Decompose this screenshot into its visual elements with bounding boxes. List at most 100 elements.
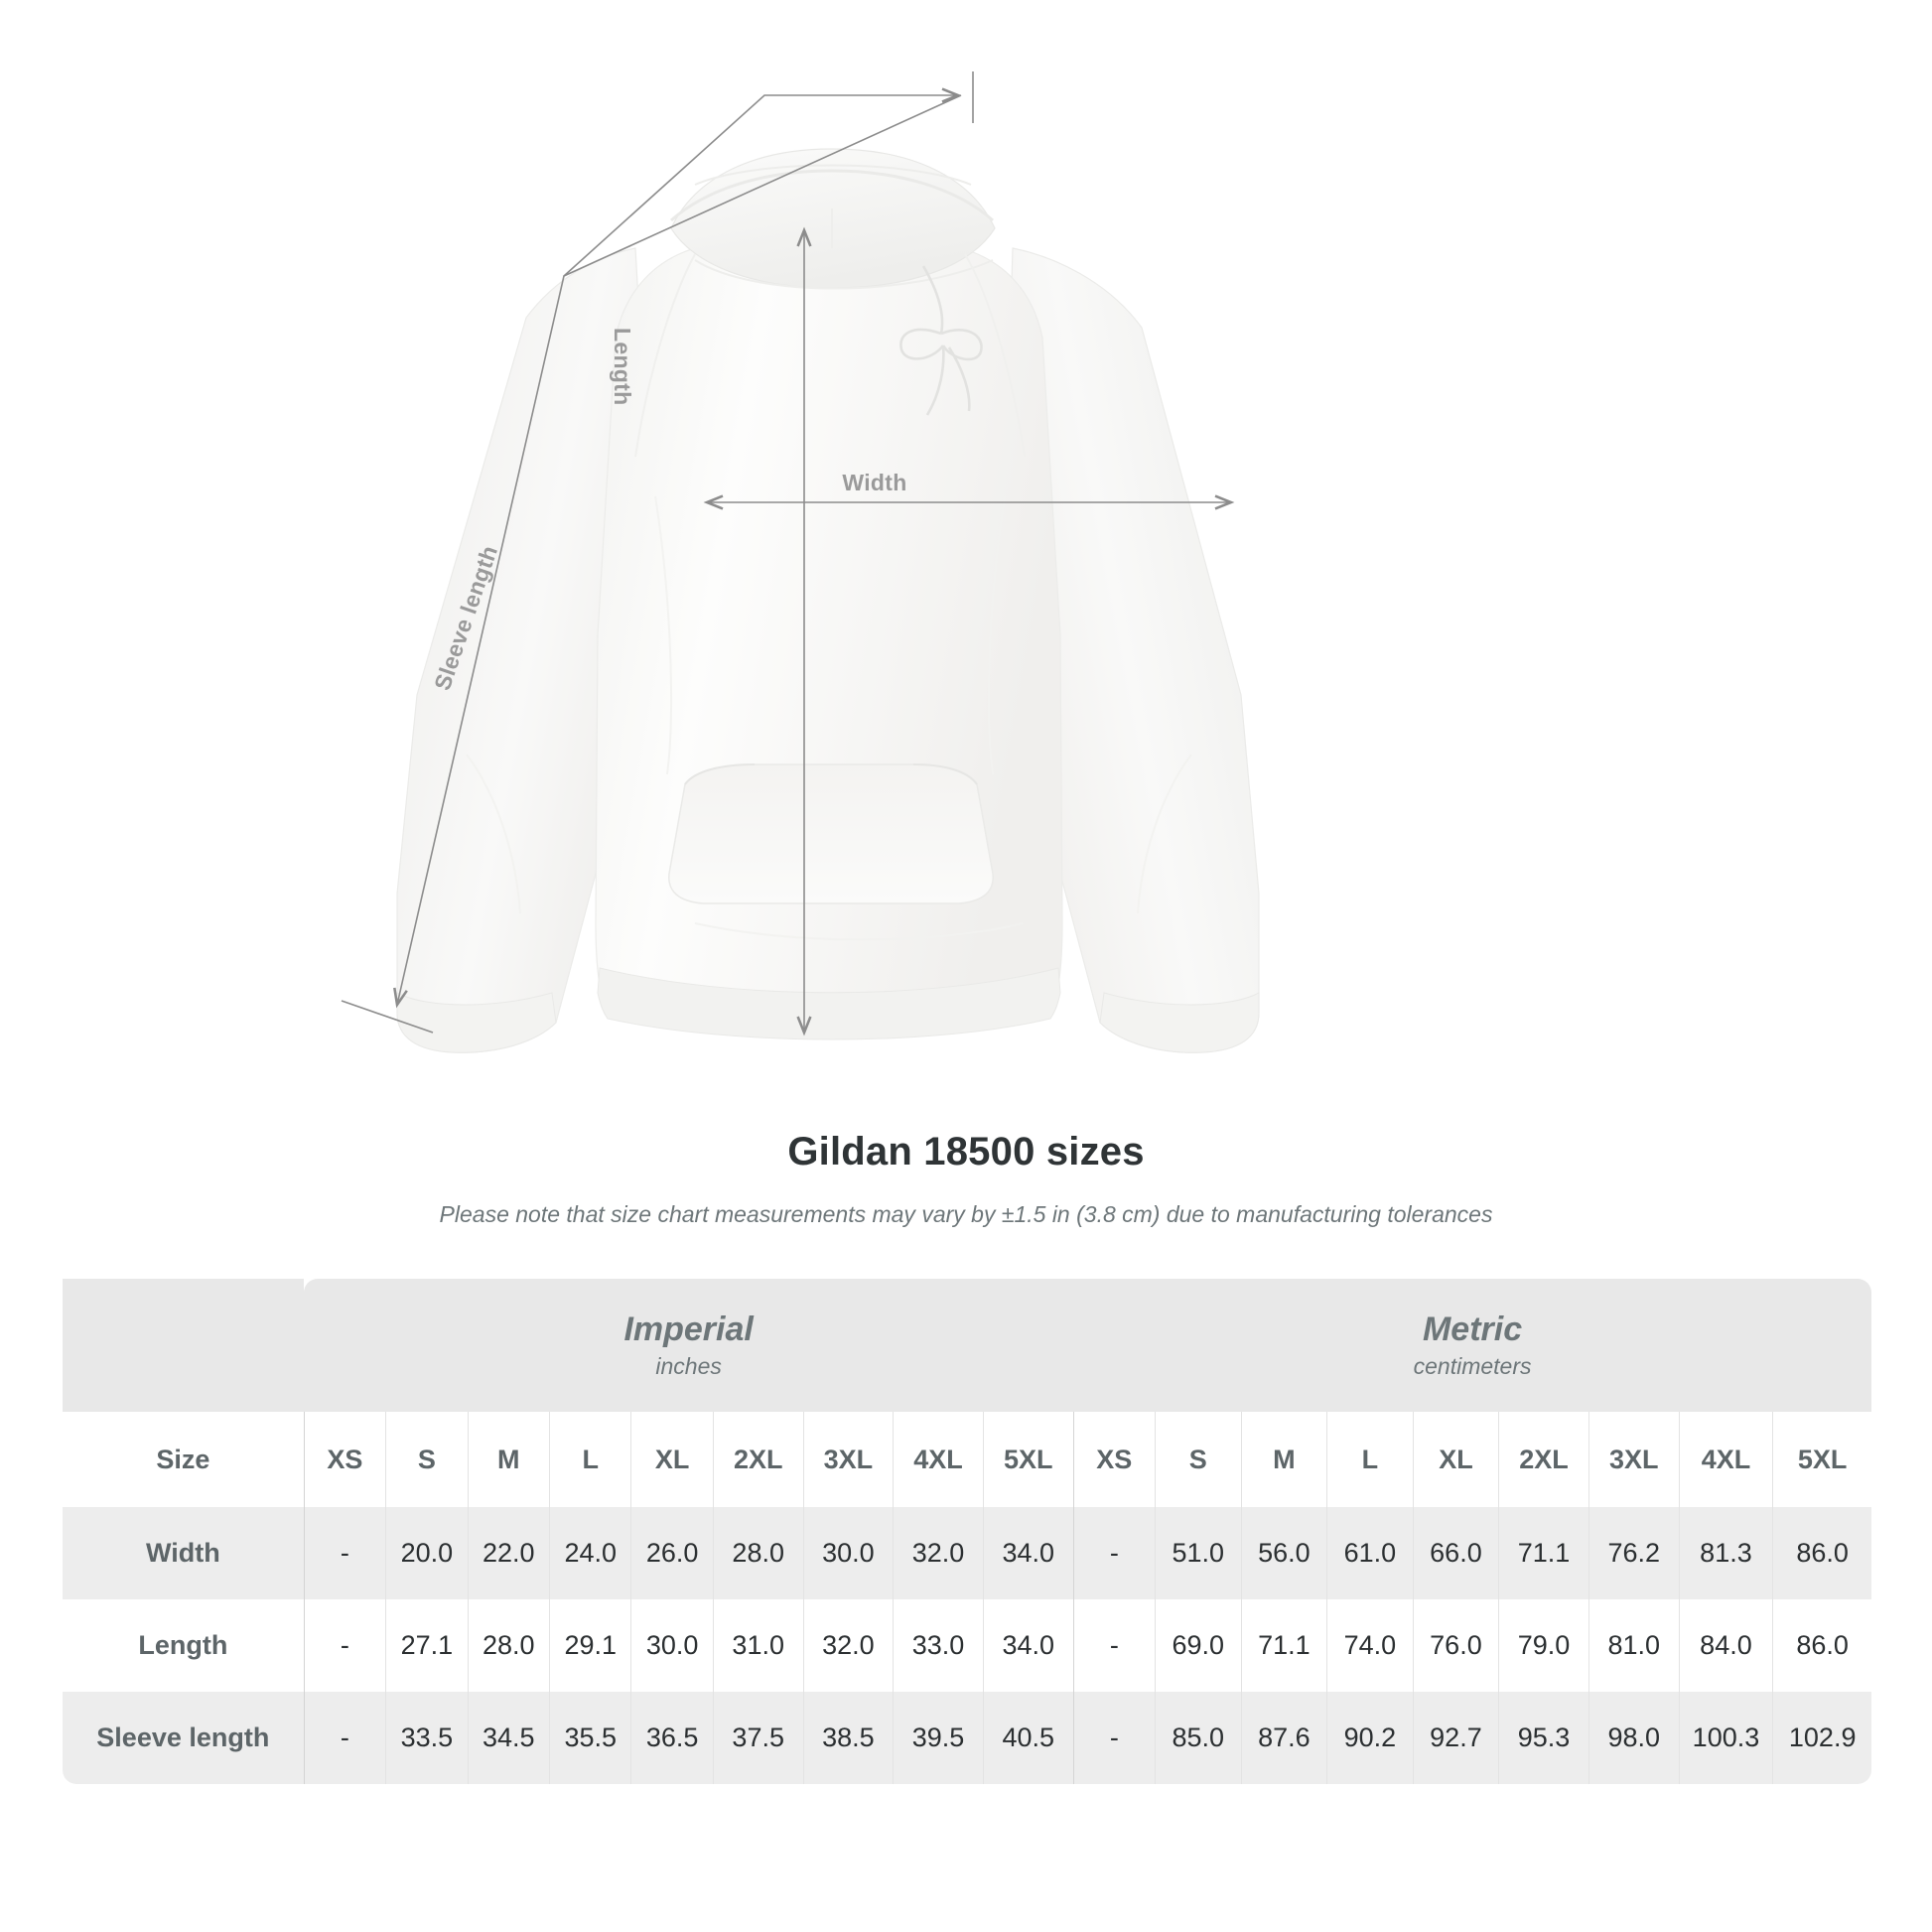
cell-width-imperial-3xl: 30.0	[802, 1507, 894, 1599]
cell-sleeve-imperial-4xl: 39.5	[893, 1692, 984, 1784]
cell-length-imperial-s: 27.1	[385, 1599, 469, 1692]
size-header-imperial-xs: XS	[303, 1412, 386, 1507]
size-header-label: Size	[63, 1412, 305, 1507]
cell-sleeve-metric-4xl: 100.3	[1678, 1692, 1773, 1784]
cell-width-metric-5xl: 86.0	[1772, 1507, 1871, 1599]
cell-width-metric-s: 51.0	[1155, 1507, 1242, 1599]
cell-length-imperial-5xl: 34.0	[982, 1599, 1074, 1692]
cell-sleeve-metric-xl: 92.7	[1412, 1692, 1499, 1784]
cell-width-imperial-2xl: 28.0	[712, 1507, 804, 1599]
cell-length-metric-5xl: 86.0	[1772, 1599, 1871, 1692]
size-header-metric-m: M	[1240, 1412, 1327, 1507]
cell-width-metric-xl: 66.0	[1412, 1507, 1499, 1599]
cell-sleeve-metric-3xl: 98.0	[1587, 1692, 1680, 1784]
cell-sleeve-imperial-s: 33.5	[385, 1692, 469, 1784]
cell-length-imperial-l: 29.1	[548, 1599, 631, 1692]
cell-width-metric-xs: -	[1072, 1507, 1156, 1599]
cell-width-metric-4xl: 81.3	[1678, 1507, 1773, 1599]
row-label-length: Length	[63, 1599, 305, 1692]
cell-length-imperial-4xl: 33.0	[893, 1599, 984, 1692]
cell-sleeve-imperial-xs: -	[303, 1692, 386, 1784]
cell-sleeve-imperial-m: 34.5	[467, 1692, 550, 1784]
cell-sleeve-metric-xs: -	[1072, 1692, 1156, 1784]
page-title: Gildan 18500 sizes	[787, 1130, 1145, 1173]
cell-length-metric-3xl: 81.0	[1587, 1599, 1680, 1692]
cell-sleeve-metric-s: 85.0	[1155, 1692, 1242, 1784]
cell-length-metric-xs: -	[1072, 1599, 1156, 1692]
cell-width-imperial-xl: 26.0	[630, 1507, 714, 1599]
cell-width-metric-l: 61.0	[1326, 1507, 1414, 1599]
cell-sleeve-imperial-2xl: 37.5	[712, 1692, 804, 1784]
table-row: Length - 27.1 28.0 29.1 30.0 31.0 32.0 3…	[63, 1599, 1871, 1692]
cell-width-imperial-5xl: 34.0	[982, 1507, 1074, 1599]
size-header-imperial-l: L	[548, 1412, 631, 1507]
tolerance-note: Please note that size chart measurements…	[439, 1201, 1493, 1227]
width-label: Width	[842, 470, 907, 495]
size-table-container: Imperial inches Metric centimeters Size …	[63, 1279, 1871, 1784]
cell-sleeve-imperial-5xl: 40.5	[982, 1692, 1074, 1784]
size-header-imperial-s: S	[385, 1412, 469, 1507]
cell-length-metric-2xl: 79.0	[1498, 1599, 1589, 1692]
row-label-width: Width	[63, 1507, 305, 1599]
cell-sleeve-metric-5xl: 102.9	[1772, 1692, 1871, 1784]
measurement-lines	[341, 71, 1235, 1036]
size-header-metric-3xl: 3XL	[1587, 1412, 1680, 1507]
cell-length-imperial-3xl: 32.0	[802, 1599, 894, 1692]
cell-length-metric-l: 74.0	[1326, 1599, 1414, 1692]
row-label-sleeve-length: Sleeve length	[63, 1692, 305, 1784]
cell-width-imperial-l: 24.0	[548, 1507, 631, 1599]
size-header-metric-s: S	[1155, 1412, 1242, 1507]
cell-length-metric-m: 71.1	[1240, 1599, 1327, 1692]
cell-length-metric-4xl: 84.0	[1678, 1599, 1773, 1692]
size-header-metric-2xl: 2XL	[1498, 1412, 1589, 1507]
unit-imperial-sub: inches	[655, 1352, 722, 1379]
drawstring	[899, 265, 983, 416]
size-header-metric-xs: XS	[1072, 1412, 1156, 1507]
length-label: Length	[610, 328, 635, 406]
cell-width-metric-m: 56.0	[1240, 1507, 1327, 1599]
garment-shape	[396, 148, 1260, 1053]
unit-spacer-cell	[63, 1279, 305, 1412]
cell-width-imperial-s: 20.0	[385, 1507, 469, 1599]
unit-metric-name: Metric	[1422, 1311, 1523, 1349]
cell-width-imperial-xs: -	[303, 1507, 386, 1599]
cell-length-imperial-xl: 30.0	[630, 1599, 714, 1692]
cell-length-imperial-m: 28.0	[467, 1599, 550, 1692]
cell-width-metric-2xl: 71.1	[1498, 1507, 1589, 1599]
cell-sleeve-imperial-xl: 36.5	[630, 1692, 714, 1784]
unit-metric-cell: Metric centimeters	[1073, 1279, 1871, 1412]
size-header-imperial-m: M	[467, 1412, 550, 1507]
size-header-imperial-4xl: 4XL	[893, 1412, 984, 1507]
cell-width-imperial-m: 22.0	[467, 1507, 550, 1599]
size-header-metric-xl: XL	[1412, 1412, 1499, 1507]
cell-sleeve-metric-2xl: 95.3	[1498, 1692, 1589, 1784]
size-table: Imperial inches Metric centimeters Size …	[63, 1279, 1871, 1784]
cell-length-imperial-xs: -	[303, 1599, 386, 1692]
sleeve-bottom-tick	[341, 1000, 434, 1034]
cell-length-metric-s: 69.0	[1155, 1599, 1242, 1692]
cell-sleeve-metric-m: 87.6	[1240, 1692, 1327, 1784]
unit-imperial-name: Imperial	[623, 1311, 754, 1349]
size-header-row: Size XS S M L XL 2XL 3XL 4XL 5XL XS S M …	[63, 1412, 1871, 1507]
unit-imperial-cell: Imperial inches	[304, 1279, 1074, 1412]
size-header-imperial-5xl: 5XL	[982, 1412, 1074, 1507]
cell-width-imperial-4xl: 32.0	[893, 1507, 984, 1599]
size-header-metric-5xl: 5XL	[1772, 1412, 1871, 1507]
size-header-imperial-2xl: 2XL	[712, 1412, 804, 1507]
sleeve-top-arrow	[563, 87, 962, 277]
cell-width-metric-3xl: 76.2	[1587, 1507, 1680, 1599]
cell-sleeve-imperial-3xl: 38.5	[802, 1692, 894, 1784]
cell-length-imperial-2xl: 31.0	[712, 1599, 804, 1692]
unit-metric-sub: centimeters	[1413, 1352, 1532, 1379]
unit-header-row: Imperial inches Metric centimeters	[63, 1279, 1871, 1412]
size-header-metric-l: L	[1326, 1412, 1414, 1507]
hoodie-illustration	[341, 71, 1260, 1053]
cell-sleeve-metric-l: 90.2	[1326, 1692, 1414, 1784]
table-row: Sleeve length - 33.5 34.5 35.5 36.5 37.5…	[63, 1692, 1871, 1784]
cell-sleeve-imperial-l: 35.5	[548, 1692, 631, 1784]
hoodie-measurement-diagram: Length Width Sleeve length	[341, 71, 1260, 1053]
table-row: Width - 20.0 22.0 24.0 26.0 28.0 30.0 32…	[63, 1507, 1871, 1599]
size-header-imperial-3xl: 3XL	[802, 1412, 894, 1507]
size-header-imperial-xl: XL	[630, 1412, 714, 1507]
